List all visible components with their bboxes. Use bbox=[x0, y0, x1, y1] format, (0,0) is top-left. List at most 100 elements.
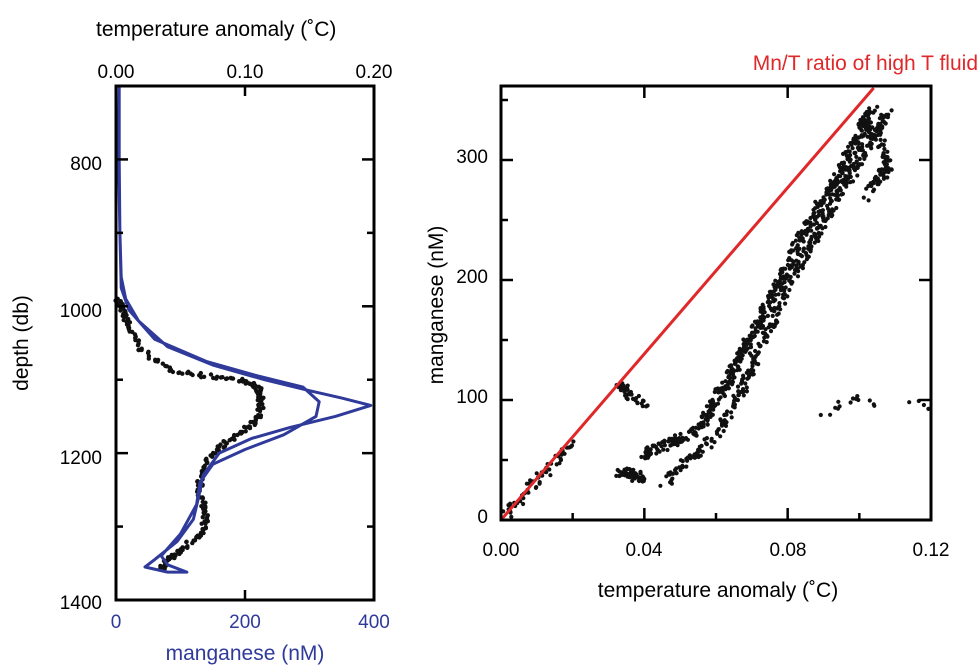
scatter-point bbox=[797, 235, 802, 240]
scatter-point bbox=[825, 203, 830, 208]
profile-point bbox=[201, 527, 206, 532]
scatter-point bbox=[768, 306, 773, 311]
scatter-point bbox=[669, 481, 675, 486]
scatter-point bbox=[704, 436, 710, 441]
scatter-points-layer bbox=[501, 104, 931, 520]
scatter-point bbox=[753, 354, 758, 359]
profile-point bbox=[176, 370, 181, 376]
scatter-point bbox=[685, 458, 690, 463]
scatter-point bbox=[689, 454, 695, 459]
scatter-point bbox=[760, 324, 766, 329]
scatter-point bbox=[855, 173, 860, 178]
scatter-point bbox=[656, 441, 661, 446]
scatter-point bbox=[704, 442, 710, 447]
scatter-point bbox=[854, 154, 859, 159]
scatter-point bbox=[618, 388, 624, 393]
right-tick-layer bbox=[499, 86, 933, 522]
scatter-point bbox=[727, 375, 733, 380]
scatter-point bbox=[537, 481, 542, 486]
scatter-point bbox=[834, 197, 839, 202]
scatter-point bbox=[775, 306, 780, 311]
scatter-point bbox=[880, 119, 885, 124]
scatter-point bbox=[907, 400, 912, 405]
scatter-point bbox=[792, 271, 797, 276]
scatter-point bbox=[882, 138, 887, 143]
scatter-point bbox=[733, 360, 738, 365]
scatter-point bbox=[744, 370, 749, 375]
scatter-point bbox=[809, 244, 814, 249]
profile-point bbox=[170, 369, 176, 375]
scatter-point bbox=[710, 399, 716, 404]
right-x-tick-label: 0.12 bbox=[913, 540, 950, 561]
scatter-point bbox=[879, 112, 884, 117]
scatter-point bbox=[820, 208, 826, 213]
scatter-point bbox=[800, 266, 806, 271]
scatter-point bbox=[624, 396, 629, 401]
mn-t-ratio-line bbox=[499, 87, 875, 521]
scatter-point bbox=[814, 201, 820, 207]
scatter-point bbox=[558, 457, 564, 463]
scatter-point bbox=[632, 475, 637, 480]
scatter-point bbox=[745, 376, 750, 381]
profile-point bbox=[208, 453, 213, 458]
scatter-point bbox=[860, 123, 866, 129]
scatter-point bbox=[630, 478, 635, 483]
scatter-point bbox=[631, 467, 636, 472]
scatter-point bbox=[725, 383, 730, 388]
scatter-point bbox=[921, 402, 927, 408]
scatter-point bbox=[871, 189, 876, 194]
scatter-point bbox=[843, 165, 848, 170]
scatter-point bbox=[878, 130, 883, 135]
scatter-point bbox=[824, 217, 829, 222]
scatter-point bbox=[809, 228, 814, 233]
scatter-point bbox=[741, 345, 747, 350]
scatter-point bbox=[811, 211, 816, 216]
left-plot-frame bbox=[114, 84, 376, 602]
manganese-profile-line bbox=[117, 85, 373, 574]
scatter-point bbox=[736, 393, 741, 398]
scatter-point bbox=[775, 320, 780, 325]
scatter-point bbox=[753, 326, 758, 331]
scatter-point bbox=[729, 365, 734, 370]
scatter-point bbox=[662, 443, 668, 448]
right-y-tick-label: 200 bbox=[456, 267, 488, 288]
scatter-point bbox=[758, 305, 763, 311]
scatter-point bbox=[802, 260, 807, 265]
scatter-point bbox=[871, 181, 876, 186]
scatter-point bbox=[809, 237, 814, 242]
scatter-point bbox=[816, 209, 821, 214]
scatter-point bbox=[776, 311, 781, 316]
scatter-point bbox=[811, 207, 816, 212]
scatter-point bbox=[878, 172, 883, 177]
scatter-point bbox=[864, 110, 870, 115]
scatter-point bbox=[735, 368, 740, 373]
right-x-tick-label: 0.08 bbox=[770, 540, 807, 561]
scatter-point bbox=[640, 398, 646, 403]
scatter-point bbox=[664, 474, 669, 479]
scatter-point bbox=[881, 152, 886, 158]
scatter-point bbox=[863, 150, 868, 156]
scatter-point bbox=[817, 234, 822, 239]
scatter-point bbox=[749, 367, 754, 372]
scatter-point bbox=[883, 156, 888, 161]
scatter-point bbox=[716, 427, 721, 432]
scatter-point bbox=[770, 322, 775, 327]
top-temp-tick-label: 0.10 bbox=[227, 62, 264, 83]
scatter-point bbox=[684, 464, 689, 469]
scatter-point bbox=[754, 329, 759, 334]
scatter-point bbox=[699, 414, 704, 419]
scatter-point bbox=[888, 158, 893, 163]
scatter-point bbox=[760, 302, 765, 307]
depth-tick-label: 1200 bbox=[60, 448, 102, 469]
scatter-point bbox=[768, 329, 774, 334]
scatter-point bbox=[761, 339, 767, 344]
scatter-point bbox=[825, 186, 830, 191]
scatter-point bbox=[854, 159, 859, 164]
scatter-point bbox=[752, 333, 757, 339]
scatter-point bbox=[867, 398, 872, 403]
profile-point bbox=[177, 551, 182, 557]
scatter-point bbox=[854, 139, 859, 144]
scatter-point bbox=[658, 483, 663, 488]
scatter-point bbox=[651, 444, 656, 449]
scatter-point bbox=[628, 389, 634, 395]
